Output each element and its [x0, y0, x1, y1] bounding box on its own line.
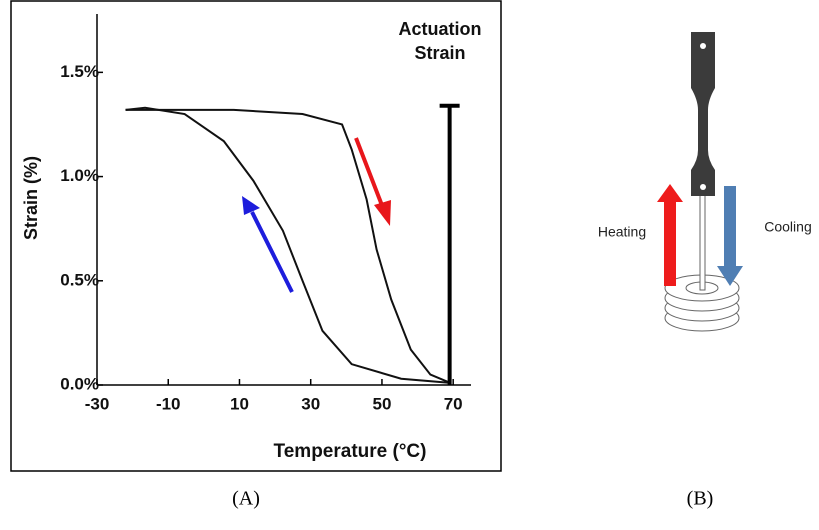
annotation-text: Strain: [414, 43, 465, 63]
y-tick-label: 0.0%: [60, 374, 99, 393]
caption: (A): [232, 488, 260, 510]
specimen-diagram: [657, 32, 743, 332]
heating-arrow: [354, 137, 391, 226]
y-axis-title: Strain (%): [21, 156, 41, 240]
curve: [125, 106, 451, 384]
x-axis-title: Temperature (°C): [274, 441, 427, 462]
y-tick-label: 1.0%: [60, 166, 99, 185]
diagram-label: Cooling: [764, 219, 811, 235]
diagram-label: Heating: [598, 224, 646, 240]
x-tick-label: 70: [444, 394, 463, 413]
y-tick-label: 1.5%: [60, 62, 99, 81]
panel-frame: [10, 0, 502, 472]
cooling-arrow: [242, 196, 294, 293]
curve: [125, 108, 451, 384]
x-tick-label: -30: [85, 394, 110, 413]
y-tick-label: 0.5%: [60, 270, 99, 289]
x-tick-label: 10: [230, 394, 249, 413]
x-tick-label: -10: [156, 394, 181, 413]
x-tick-label: 50: [372, 394, 391, 413]
caption: (B): [687, 488, 714, 510]
annotation-text: Actuation: [399, 19, 482, 39]
x-tick-label: 30: [301, 394, 320, 413]
